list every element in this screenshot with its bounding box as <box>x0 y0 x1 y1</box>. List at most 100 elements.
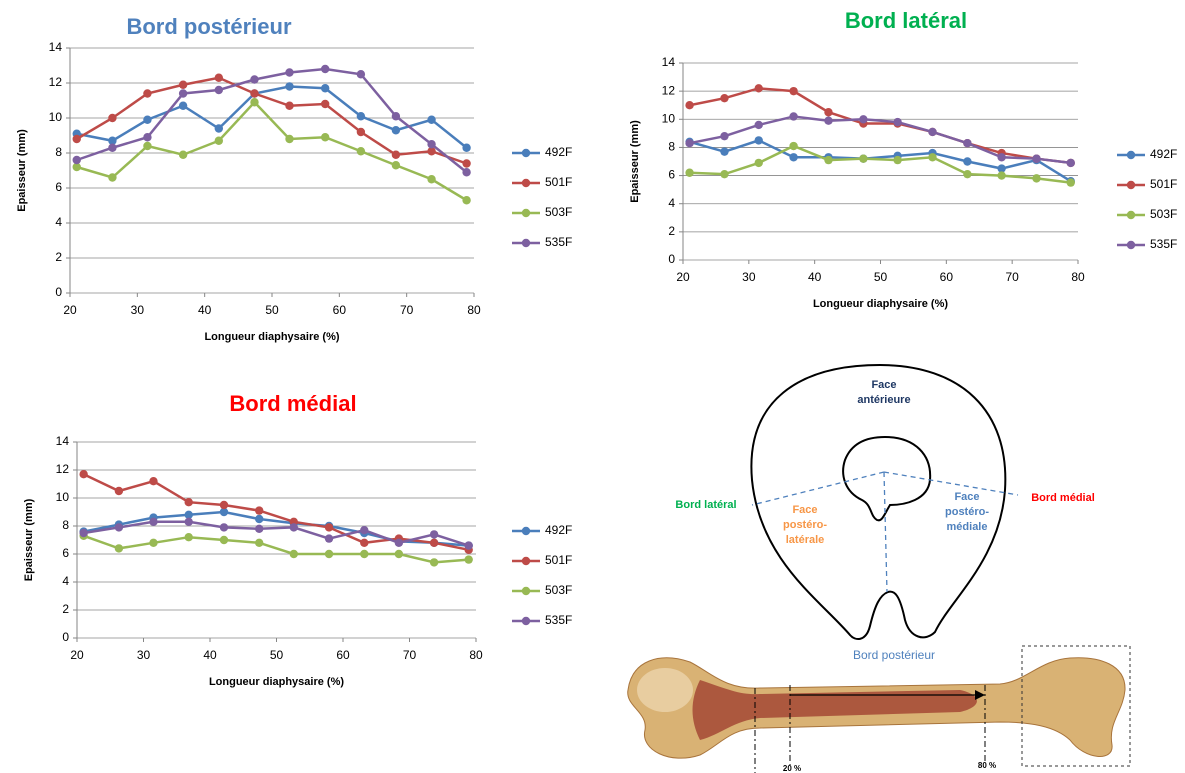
legend-marker <box>1126 240 1136 250</box>
point <box>462 159 471 168</box>
legend-label: 535F <box>1150 237 1177 251</box>
series-line <box>76 85 468 149</box>
y-axis-label: Epaisseur (mm) <box>629 120 641 203</box>
bone-photo: 20 % 80 % <box>627 645 1131 773</box>
y-tick-label: 14 <box>49 40 63 54</box>
x-tick-label: 30 <box>742 270 756 284</box>
point <box>72 155 81 165</box>
point <box>754 136 763 145</box>
legend-marker <box>521 178 531 188</box>
y-tick-label: 10 <box>49 110 63 124</box>
x-tick-label: 30 <box>131 303 145 317</box>
point <box>928 127 937 137</box>
series-line <box>689 144 1071 184</box>
x-tick-label: 40 <box>808 270 822 284</box>
point <box>462 196 471 205</box>
diagram-label: antérieure <box>857 394 910 406</box>
point <box>320 99 330 109</box>
label-medial: Bord médial <box>1031 492 1095 504</box>
point <box>184 510 193 519</box>
point <box>108 136 117 145</box>
point <box>1066 178 1075 187</box>
x-tick-label: 70 <box>403 648 417 662</box>
point <box>219 500 229 510</box>
series-line <box>76 76 468 165</box>
point <box>219 507 229 517</box>
y-tick-label: 6 <box>62 546 69 560</box>
point <box>324 534 334 543</box>
point <box>356 112 366 121</box>
y-tick-label: 0 <box>668 252 675 266</box>
point <box>429 558 439 567</box>
point <box>143 141 152 151</box>
legend-marker <box>521 208 531 218</box>
point <box>720 169 729 179</box>
point <box>789 112 798 121</box>
point <box>79 470 88 479</box>
point <box>1032 154 1041 163</box>
point <box>324 549 334 559</box>
point <box>997 171 1006 180</box>
legend-marker <box>1126 150 1136 160</box>
point <box>462 168 471 177</box>
point <box>255 538 264 547</box>
legend-label: 503F <box>1150 207 1177 221</box>
y-tick-label: 12 <box>49 75 63 89</box>
point <box>391 112 401 121</box>
point <box>178 101 188 110</box>
x-tick-label: 80 <box>1071 270 1085 284</box>
point <box>250 98 259 107</box>
y-tick-label: 4 <box>668 196 675 210</box>
y-axis-label: Epaisseur (mm) <box>16 129 28 212</box>
point <box>1032 174 1041 183</box>
x-tick-label: 20 <box>676 270 690 284</box>
x-tick-label: 30 <box>137 648 151 662</box>
legend-label: 501F <box>1150 177 1177 191</box>
point <box>391 150 401 159</box>
point <box>320 64 330 74</box>
y-tick-label: 2 <box>668 224 675 238</box>
point <box>963 157 972 166</box>
x-axis-label: Longueur diaphysaire (%) <box>204 331 339 343</box>
legend-label: 501F <box>545 175 572 189</box>
point <box>108 173 117 182</box>
point <box>143 133 152 142</box>
point <box>184 498 193 507</box>
legend-label: 492F <box>545 145 572 159</box>
x-tick-label: 20 <box>70 648 84 662</box>
diagram-label: Face <box>954 491 979 503</box>
point <box>427 147 436 156</box>
lateral-line <box>751 471 885 506</box>
point <box>285 68 294 77</box>
series-line <box>76 100 468 202</box>
point <box>464 541 473 550</box>
point <box>893 117 902 127</box>
legend-label: 535F <box>545 235 572 249</box>
series-line <box>83 473 469 552</box>
legend-marker <box>521 526 531 536</box>
point <box>255 524 264 533</box>
point <box>394 549 404 559</box>
point <box>997 153 1006 162</box>
y-tick-label: 8 <box>668 140 675 154</box>
series-line <box>76 67 468 174</box>
x-tick-label: 60 <box>333 303 347 317</box>
point <box>219 523 229 532</box>
point <box>255 514 264 524</box>
point <box>285 134 294 144</box>
legend-marker <box>521 238 531 248</box>
y-tick-label: 10 <box>662 111 676 125</box>
point <box>754 158 763 168</box>
point <box>685 139 694 148</box>
x-tick-label: 50 <box>265 303 279 317</box>
diagram-label: postéro- <box>945 506 989 518</box>
y-tick-label: 14 <box>662 55 676 69</box>
point <box>427 175 436 184</box>
x-tick-label: 60 <box>336 648 350 662</box>
y-tick-label: 4 <box>55 215 62 229</box>
point <box>427 140 436 149</box>
point <box>356 70 366 79</box>
series-line <box>83 520 470 547</box>
section-marks <box>754 685 986 773</box>
point <box>928 153 937 162</box>
